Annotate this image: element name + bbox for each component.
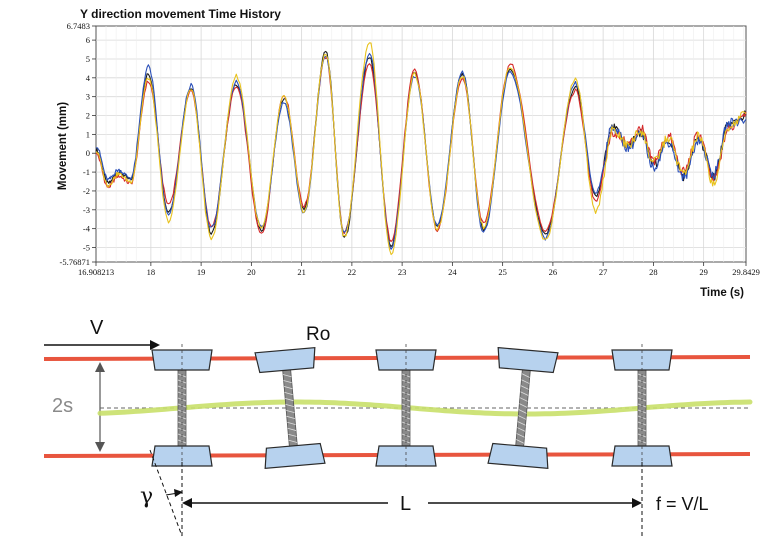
plot-area-frame bbox=[95, 25, 747, 263]
y-tick-label: 0 bbox=[86, 148, 90, 158]
axle-hatch bbox=[518, 409, 527, 414]
gap-arrow-top bbox=[95, 362, 105, 372]
x-axis-label: Time (s) bbox=[700, 287, 744, 299]
axle-hatch bbox=[285, 403, 295, 408]
x-tick-label: 16.908213 bbox=[78, 267, 114, 277]
x-tick-label: 28 bbox=[649, 267, 658, 277]
axle-hatch bbox=[520, 385, 529, 390]
x-tick-label: 25 bbox=[498, 267, 507, 277]
series-line bbox=[95, 42, 747, 256]
axle-hatch bbox=[286, 409, 295, 414]
wheelset bbox=[375, 344, 437, 470]
x-tick-label: 29.8429 bbox=[732, 267, 760, 277]
x-tick-label: 22 bbox=[348, 267, 357, 277]
x-tick-label: 26 bbox=[549, 267, 558, 277]
axle-hatch bbox=[287, 421, 296, 425]
y-axis-label: Movement (mm) bbox=[57, 102, 69, 190]
velocity-label: V bbox=[90, 317, 104, 339]
y-tick-label: 2 bbox=[86, 111, 90, 121]
axle-hatch bbox=[516, 439, 525, 444]
y-tick-label: -5 bbox=[83, 243, 90, 253]
wheelset bbox=[487, 346, 559, 470]
wheel-bottom bbox=[375, 445, 437, 467]
axle-hatch bbox=[284, 392, 293, 396]
gap-arrow-bottom bbox=[95, 442, 105, 452]
wheel-bottom bbox=[264, 442, 326, 470]
y-tick-label: -3 bbox=[83, 205, 90, 215]
axle-hatch bbox=[516, 433, 525, 438]
gridlines bbox=[96, 26, 746, 262]
wheel-bottom bbox=[487, 442, 549, 470]
length-arrow-right bbox=[632, 498, 642, 508]
x-tick-label: 19 bbox=[197, 267, 206, 277]
wheelset bbox=[254, 346, 326, 470]
wheel-top bbox=[375, 349, 437, 371]
axle-hatch bbox=[283, 380, 292, 384]
wheel-top bbox=[151, 349, 213, 371]
y-tick-label: 6 bbox=[86, 35, 90, 45]
velocity-arrowhead bbox=[150, 340, 160, 350]
wheelsets bbox=[151, 344, 673, 470]
hunting-path bbox=[97, 399, 753, 417]
gap-label: 2s bbox=[52, 395, 73, 417]
frequency-label: f = V/L bbox=[656, 494, 709, 514]
wheelset bbox=[611, 344, 673, 470]
angle-label: γ bbox=[140, 484, 153, 509]
y-tick-label: 6.7483 bbox=[67, 21, 90, 31]
chart-title: Y direction movement Time History bbox=[80, 7, 281, 21]
x-tick-label: 20 bbox=[247, 267, 256, 277]
y-tick-label: -2 bbox=[83, 186, 90, 196]
y-tick-label: 1 bbox=[86, 129, 90, 139]
series-line bbox=[95, 50, 747, 248]
y-axis-ticks: 6.7483 6 5 4 3 2 1 0 -1 -2 -3 -4 -5 -5.76871 bbox=[60, 21, 96, 267]
x-axis-ticks: 16.908213 18 19 20 21 22 23 24 25 26 27 28 29 29.8429 bbox=[78, 262, 760, 277]
length-arrow-left bbox=[182, 498, 192, 508]
axle-hatch bbox=[287, 427, 297, 431]
y-tick-label: -1 bbox=[83, 167, 90, 177]
wheel-top bbox=[254, 346, 316, 374]
axle-hatch bbox=[282, 374, 292, 378]
time-history-chart: Y direction movement Time History 6.7483… bbox=[57, 7, 760, 299]
axle-hatch bbox=[283, 386, 293, 390]
axle-hatch bbox=[286, 415, 296, 419]
axle-hatch bbox=[521, 373, 530, 378]
axle-hatch bbox=[517, 427, 526, 432]
axle-hatch bbox=[518, 415, 527, 420]
x-tick-label: 18 bbox=[147, 267, 156, 277]
series-group bbox=[95, 42, 747, 256]
x-tick-label: 21 bbox=[297, 267, 306, 277]
axle-hatch bbox=[519, 403, 528, 408]
length-label: L bbox=[400, 493, 411, 515]
wheelset-diagram: V 2s Ro γ L f = V/L bbox=[43, 317, 753, 537]
axle-hatch bbox=[519, 397, 528, 402]
wheelset bbox=[151, 344, 213, 470]
x-tick-label: 23 bbox=[398, 267, 407, 277]
wheel-bottom bbox=[611, 445, 673, 467]
axle-hatch bbox=[285, 398, 294, 402]
radius-label: Ro bbox=[306, 324, 330, 345]
angle-arrowhead bbox=[174, 489, 183, 497]
wheel-top bbox=[611, 349, 673, 371]
axle-hatch bbox=[288, 433, 297, 437]
axle-hatch bbox=[288, 439, 298, 443]
x-tick-label: 24 bbox=[448, 267, 457, 277]
y-tick-label: -5.76871 bbox=[60, 257, 90, 267]
axle-hatch bbox=[517, 421, 526, 426]
cone-angle-line-1 bbox=[149, 449, 183, 537]
x-tick-label: 27 bbox=[599, 267, 608, 277]
axle-hatch bbox=[520, 391, 529, 396]
y-tick-label: -4 bbox=[83, 224, 91, 234]
wheel-top bbox=[497, 346, 559, 374]
y-tick-label: 4 bbox=[86, 73, 91, 83]
y-tick-label: 3 bbox=[86, 92, 90, 102]
x-tick-label: 29 bbox=[699, 267, 708, 277]
axle-hatch bbox=[521, 379, 530, 384]
y-tick-label: 5 bbox=[86, 54, 90, 64]
